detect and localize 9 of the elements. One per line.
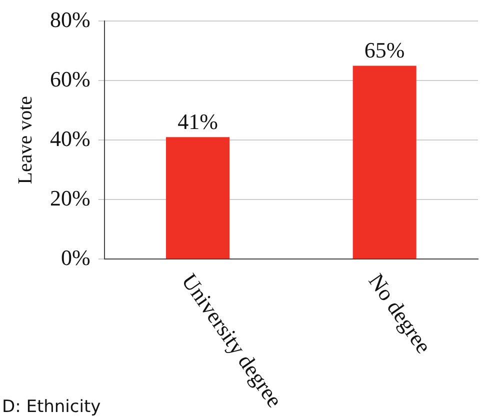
data-label: 41% <box>178 108 218 134</box>
y-tick-label: 20% <box>50 185 90 210</box>
y-tick-label: 80% <box>50 6 90 32</box>
y-tick-label: 0% <box>61 244 90 270</box>
y-tick-label: 40% <box>50 126 90 151</box>
y-axis-title: Leave vote <box>14 96 36 184</box>
data-label: 65% <box>364 38 405 63</box>
y-tick-label: 60% <box>50 66 90 92</box>
text: D: Ethnicity <box>2 397 101 417</box>
